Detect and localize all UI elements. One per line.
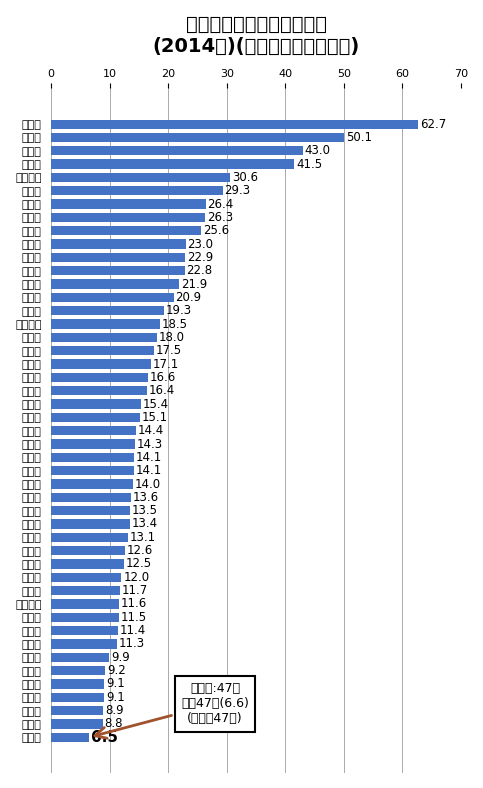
Bar bbox=[51, 426, 136, 435]
Text: 茨城県:47位
前年47位(6.6)
(前々年47位): 茨城県:47位 前年47位(6.6) (前々年47位) bbox=[95, 682, 249, 738]
Bar bbox=[51, 306, 164, 315]
Bar bbox=[51, 266, 185, 276]
Text: 19.3: 19.3 bbox=[166, 304, 192, 318]
Text: 16.6: 16.6 bbox=[150, 371, 176, 384]
Text: 14.0: 14.0 bbox=[135, 478, 161, 490]
Text: 21.9: 21.9 bbox=[181, 277, 207, 291]
Text: 14.1: 14.1 bbox=[136, 451, 162, 464]
Title: 都道府県魅力度ランキング
(2014年)(ブランド総合研究所): 都道府県魅力度ランキング (2014年)(ブランド総合研究所) bbox=[153, 15, 360, 56]
Bar bbox=[51, 652, 109, 662]
Bar bbox=[51, 133, 344, 142]
Bar bbox=[51, 159, 294, 169]
Bar bbox=[51, 319, 159, 329]
Text: 17.1: 17.1 bbox=[153, 358, 179, 370]
Text: 29.3: 29.3 bbox=[225, 184, 251, 197]
Bar bbox=[51, 346, 154, 355]
Bar bbox=[51, 226, 201, 236]
Bar bbox=[51, 333, 156, 342]
Text: 23.0: 23.0 bbox=[187, 238, 213, 251]
Text: 41.5: 41.5 bbox=[296, 158, 322, 171]
Text: 43.0: 43.0 bbox=[305, 144, 331, 158]
Text: 11.5: 11.5 bbox=[120, 611, 146, 624]
Text: 9.9: 9.9 bbox=[111, 651, 129, 663]
Text: 14.3: 14.3 bbox=[137, 437, 163, 451]
Bar bbox=[51, 293, 173, 302]
Text: 15.1: 15.1 bbox=[142, 411, 168, 424]
Bar bbox=[51, 666, 105, 675]
Text: 13.5: 13.5 bbox=[132, 504, 158, 517]
Text: 9.1: 9.1 bbox=[106, 691, 125, 704]
Text: 62.7: 62.7 bbox=[420, 117, 446, 131]
Bar bbox=[51, 253, 185, 262]
Bar bbox=[51, 719, 103, 729]
Bar bbox=[51, 146, 303, 155]
Bar bbox=[51, 506, 130, 515]
Bar bbox=[51, 626, 118, 635]
Text: 26.3: 26.3 bbox=[207, 211, 233, 224]
Text: 9.1: 9.1 bbox=[106, 678, 125, 690]
Bar bbox=[51, 199, 206, 209]
Text: 13.4: 13.4 bbox=[131, 518, 157, 530]
Bar bbox=[51, 573, 121, 582]
Bar bbox=[51, 492, 131, 502]
Text: 17.5: 17.5 bbox=[156, 344, 182, 357]
Bar bbox=[51, 400, 142, 409]
Bar bbox=[51, 280, 179, 288]
Text: 8.9: 8.9 bbox=[105, 704, 124, 717]
Text: 12.5: 12.5 bbox=[126, 557, 152, 571]
Text: 9.2: 9.2 bbox=[107, 664, 126, 677]
Text: 11.6: 11.6 bbox=[121, 597, 147, 611]
Bar bbox=[51, 413, 140, 422]
Bar bbox=[51, 533, 128, 542]
Bar bbox=[51, 479, 133, 489]
Text: 18.5: 18.5 bbox=[161, 318, 187, 331]
Bar bbox=[51, 373, 148, 382]
Text: 12.6: 12.6 bbox=[127, 545, 153, 557]
Text: 12.0: 12.0 bbox=[123, 571, 149, 584]
Text: 22.9: 22.9 bbox=[187, 251, 213, 264]
Bar bbox=[51, 546, 125, 556]
Text: 18.0: 18.0 bbox=[158, 331, 185, 344]
Bar bbox=[51, 639, 117, 649]
Text: 14.4: 14.4 bbox=[137, 424, 164, 437]
Text: 6.5: 6.5 bbox=[91, 730, 118, 745]
Bar bbox=[51, 519, 129, 529]
Text: 50.1: 50.1 bbox=[346, 131, 372, 144]
Bar bbox=[51, 600, 119, 608]
Bar bbox=[51, 240, 186, 249]
Bar bbox=[51, 706, 103, 716]
Bar bbox=[51, 466, 134, 475]
Bar bbox=[51, 173, 230, 182]
Text: 30.6: 30.6 bbox=[232, 171, 258, 184]
Bar bbox=[51, 559, 125, 569]
Text: 16.4: 16.4 bbox=[149, 385, 175, 397]
Text: 11.3: 11.3 bbox=[119, 637, 145, 650]
Bar bbox=[51, 213, 205, 222]
Bar bbox=[51, 612, 118, 622]
Bar bbox=[51, 586, 120, 595]
Bar bbox=[51, 359, 151, 369]
Bar bbox=[51, 120, 418, 128]
Text: 14.1: 14.1 bbox=[136, 464, 162, 478]
Text: 22.8: 22.8 bbox=[186, 264, 213, 277]
Text: 8.8: 8.8 bbox=[104, 717, 123, 730]
Text: 13.1: 13.1 bbox=[129, 531, 156, 544]
Text: 20.9: 20.9 bbox=[175, 291, 201, 304]
Text: 26.4: 26.4 bbox=[208, 198, 234, 210]
Text: 13.6: 13.6 bbox=[132, 491, 159, 504]
Text: 11.4: 11.4 bbox=[120, 624, 146, 637]
Bar bbox=[51, 679, 104, 689]
Text: 15.4: 15.4 bbox=[143, 397, 169, 411]
Text: 11.7: 11.7 bbox=[121, 584, 148, 597]
Bar bbox=[51, 733, 89, 742]
Bar bbox=[51, 452, 134, 462]
Bar bbox=[51, 693, 104, 702]
Bar bbox=[51, 186, 223, 195]
Bar bbox=[51, 386, 147, 396]
Text: 25.6: 25.6 bbox=[203, 225, 229, 237]
Bar bbox=[51, 440, 135, 448]
